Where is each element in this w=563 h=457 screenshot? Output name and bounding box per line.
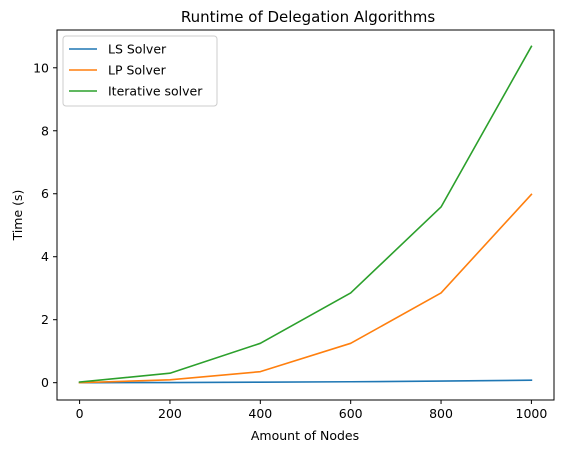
x-tick-label: 1000	[516, 406, 548, 421]
x-tick-label: 600	[339, 406, 363, 421]
chart-title: Runtime of Delegation Algorithms	[181, 8, 435, 26]
x-axis-label: Amount of Nodes	[251, 428, 359, 443]
x-tick-label: 200	[158, 406, 182, 421]
x-tick-label: 400	[248, 406, 272, 421]
y-tick-label: 10	[33, 60, 49, 75]
series-line-iterative-solver	[78, 45, 533, 383]
y-tick-label: 2	[41, 312, 49, 327]
x-axis: 0 200 400 600 800 1000	[76, 400, 548, 421]
legend-label-iterative-solver: Iterative solver	[108, 84, 203, 99]
series-line-ls-solver	[78, 379, 533, 384]
legend: LS Solver LP Solver Iterative solver	[62, 35, 218, 107]
y-tick-label: 0	[41, 375, 49, 390]
series-line-lp-solver	[78, 193, 533, 384]
legend-label-lp-solver: LP Solver	[108, 63, 167, 78]
y-axis-label: Time (s)	[10, 190, 25, 242]
x-tick-label: 800	[429, 406, 453, 421]
legend-label-ls-solver: LS Solver	[108, 42, 167, 57]
y-tick-label: 8	[41, 123, 49, 138]
y-tick-label: 6	[41, 186, 49, 201]
x-tick-label: 0	[76, 406, 84, 421]
y-tick-label: 4	[41, 249, 49, 264]
series-group	[78, 45, 533, 384]
legend-entries: LS Solver LP Solver Iterative solver	[69, 42, 203, 99]
legend-box	[62, 35, 218, 107]
y-axis: 0 2 4 6 8 10	[33, 60, 57, 390]
plot-frame	[56, 29, 555, 401]
